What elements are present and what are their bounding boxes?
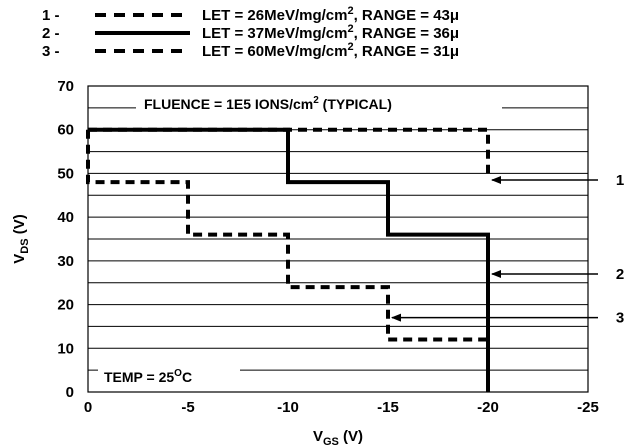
x-tick-labels: 0 -5 -10 -15 -20 -25 <box>84 399 599 416</box>
fluence-annotation-background <box>136 92 502 116</box>
x-tick-label: 0 <box>84 399 92 416</box>
y-tick-label: 40 <box>57 209 74 226</box>
temp-annotation-background <box>98 366 240 388</box>
y-tick-label: 50 <box>57 165 74 182</box>
fluence-annotation: FLUENCE = 1E5 IONS/cm2 (TYPICAL) <box>144 95 392 112</box>
callouts: 1 2 3 <box>391 172 624 327</box>
x-axis-label-unit: (V) <box>339 428 363 445</box>
y-axis-label-sub: DS <box>19 238 31 253</box>
temp-main: TEMP = 25 <box>104 369 174 385</box>
x-axis-label: VGS (V) <box>313 428 363 447</box>
legend-3-label: LET = 60MeV/mg/cm2, RANGE = 31μ <box>202 41 459 60</box>
legend-3-number: 3 - <box>42 43 60 60</box>
callout-3-label: 3 <box>616 310 624 327</box>
legend-2-label: LET = 37MeV/mg/cm2, RANGE = 36μ <box>202 23 459 42</box>
fluence-tail: (TYPICAL) <box>319 96 392 112</box>
y-tick-label: 30 <box>57 253 74 270</box>
x-tick-label: -20 <box>477 399 499 416</box>
y-tick-label: 10 <box>57 340 74 357</box>
legend-1-number: 1 - <box>42 7 60 24</box>
x-axis-label-sub: GS <box>323 436 339 447</box>
x-tick-label: -10 <box>277 399 299 416</box>
x-tick-label: -25 <box>577 399 599 416</box>
legend: 1 - LET = 26MeV/mg/cm2, RANGE = 43μ 2 - LET… <box>42 5 459 60</box>
x-tick-label: -15 <box>377 399 399 416</box>
plot-frame <box>87 85 589 393</box>
temp-tail: C <box>182 369 192 385</box>
x-axis-label-main: V <box>313 428 323 445</box>
y-axis-label-unit: (V) <box>11 214 28 238</box>
legend-1-label: LET = 26MeV/mg/cm2, RANGE = 43μ <box>202 5 459 24</box>
y-tick-label: 70 <box>57 78 74 95</box>
y-axis-label-main: V <box>11 254 28 264</box>
x-tick-label: -5 <box>181 399 194 416</box>
series-lines <box>86 127 490 392</box>
y-tick-label: 60 <box>57 122 74 139</box>
y-axis-label: VDS (V) <box>11 214 31 263</box>
temp-sup: O <box>174 368 182 379</box>
series-3-line <box>86 129 488 342</box>
callout-2-label: 2 <box>616 266 624 283</box>
series-1-line <box>88 127 490 174</box>
y-tick-label: 0 <box>66 384 74 401</box>
y-tick-labels: 0 10 20 30 40 50 60 70 <box>57 78 74 401</box>
callout-1-label: 1 <box>616 172 624 189</box>
temp-annotation: TEMP = 25OC <box>104 368 192 385</box>
series-2-line <box>88 127 490 392</box>
legend-2-number: 2 - <box>42 25 60 42</box>
gridlines <box>88 107 588 371</box>
y-tick-label: 20 <box>57 297 74 314</box>
fluence-main: FLUENCE = 1E5 IONS/cm <box>144 96 313 112</box>
fluence-sup: 2 <box>313 95 319 106</box>
